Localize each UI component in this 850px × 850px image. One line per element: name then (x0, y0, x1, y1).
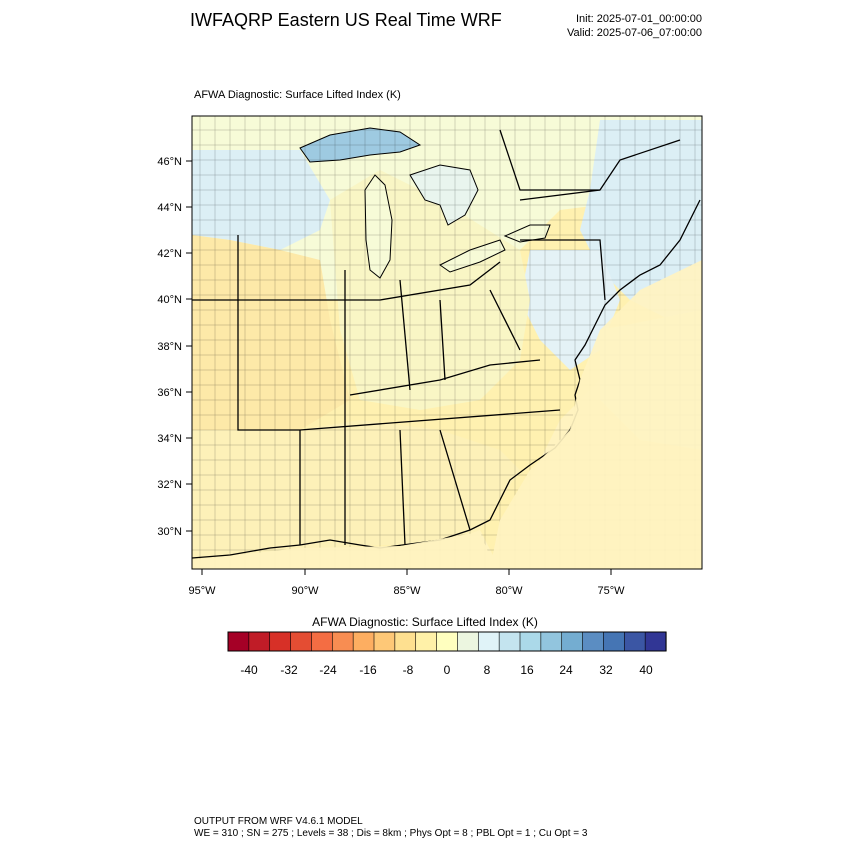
colorbar-label: -24 (319, 663, 337, 677)
colorbar-label: -8 (403, 663, 414, 677)
lat-label: 44°N (157, 202, 182, 214)
lon-label: 80°W (495, 585, 523, 597)
lake-superior (299, 127, 422, 163)
lat-label: 36°N (157, 387, 182, 399)
colorbar-swatch (561, 631, 584, 652)
colorbar-swatch (582, 631, 605, 652)
colorbar-label: -16 (359, 663, 377, 677)
colorbar-swatch (394, 631, 417, 652)
colorbar (227, 631, 667, 652)
lon-label: 75°W (597, 585, 625, 597)
boundaries (192, 129, 701, 559)
colorbar-label: 0 (444, 663, 451, 677)
colorbar-label: 32 (599, 663, 613, 677)
colorbar-swatch (498, 631, 521, 652)
lat-label: 42°N (157, 248, 182, 260)
colorbar-swatch (623, 631, 646, 652)
map-subtitle: AFWA Diagnostic: Surface Lifted Index (K… (194, 89, 401, 101)
lat-label: 46°N (157, 156, 182, 168)
mid-atlantic-cool-field (520, 250, 620, 370)
upper-midwest-cool-field (192, 150, 330, 250)
gulf-mask (192, 532, 495, 569)
colorbar-swatch (311, 631, 333, 652)
lake-erie (439, 239, 506, 273)
page-title: IWFAQRP Eastern US Real Time WRF (190, 10, 502, 30)
colorbar-swatch (644, 631, 667, 652)
colorbar-label: -40 (240, 663, 258, 677)
colorbar-swatch (415, 631, 438, 652)
colorbar-swatch (373, 631, 396, 652)
colorbar-swatch (248, 631, 271, 652)
plains-warm-field (192, 235, 350, 430)
colorbar-label: 8 (484, 663, 491, 677)
colorbar-frame (227, 631, 667, 652)
lon-axis: 95°W 90°W 85°W 80°W 75°W (188, 569, 625, 597)
colorbar-swatch (477, 631, 500, 652)
colorbar-swatch (269, 631, 292, 652)
colorbar-label: -32 (280, 663, 298, 677)
lake-michigan (364, 174, 393, 279)
colorbar-swatch (540, 631, 563, 652)
lake-huron (409, 164, 479, 226)
lon-label: 90°W (291, 585, 319, 597)
colorbar-labels: -40 -32 -24 -16 -8 0 8 16 24 32 40 (240, 663, 653, 677)
map-frame (191, 115, 703, 570)
lake-ontario (503, 224, 551, 243)
colorbar-swatch (436, 631, 459, 652)
colorbar-swatch (227, 631, 250, 652)
valid-time: Valid: 2025-07-06_07:00:00 (567, 27, 702, 39)
colorbar-swatch (457, 631, 479, 652)
lat-label: 32°N (157, 479, 182, 491)
lat-axis: 46°N 44°N 42°N 40°N 38°N 36°N 34°N 32°N … (157, 156, 192, 538)
colorbar-label: 40 (639, 663, 653, 677)
ocean-mask (490, 260, 702, 569)
colorbar-label: 16 (520, 663, 534, 677)
lat-label: 30°N (157, 526, 182, 538)
lat-label: 38°N (157, 341, 182, 353)
colorbar-swatch (352, 631, 375, 652)
south-warm-field (192, 420, 520, 560)
colorbar-swatch (331, 631, 354, 652)
footer-model: OUTPUT FROM WRF V4.6.1 MODEL (194, 816, 363, 827)
county-grid (192, 116, 702, 569)
colorbar-title: AFWA Diagnostic: Surface Lifted Index (K… (312, 615, 538, 629)
lon-label: 85°W (393, 585, 421, 597)
colorbar-swatch (519, 631, 542, 652)
lat-label: 40°N (157, 294, 182, 306)
lon-label: 95°W (188, 585, 216, 597)
colorbar-swatch (603, 631, 625, 652)
lat-label: 34°N (157, 433, 182, 445)
colorbar-swatch (290, 631, 313, 652)
map-field (192, 116, 702, 569)
init-time: Init: 2025-07-01_00:00:00 (576, 13, 702, 25)
colorbar-label: 24 (559, 663, 573, 677)
footer-params: WE = 310 ; SN = 275 ; Levels = 38 ; Dis … (194, 828, 588, 839)
